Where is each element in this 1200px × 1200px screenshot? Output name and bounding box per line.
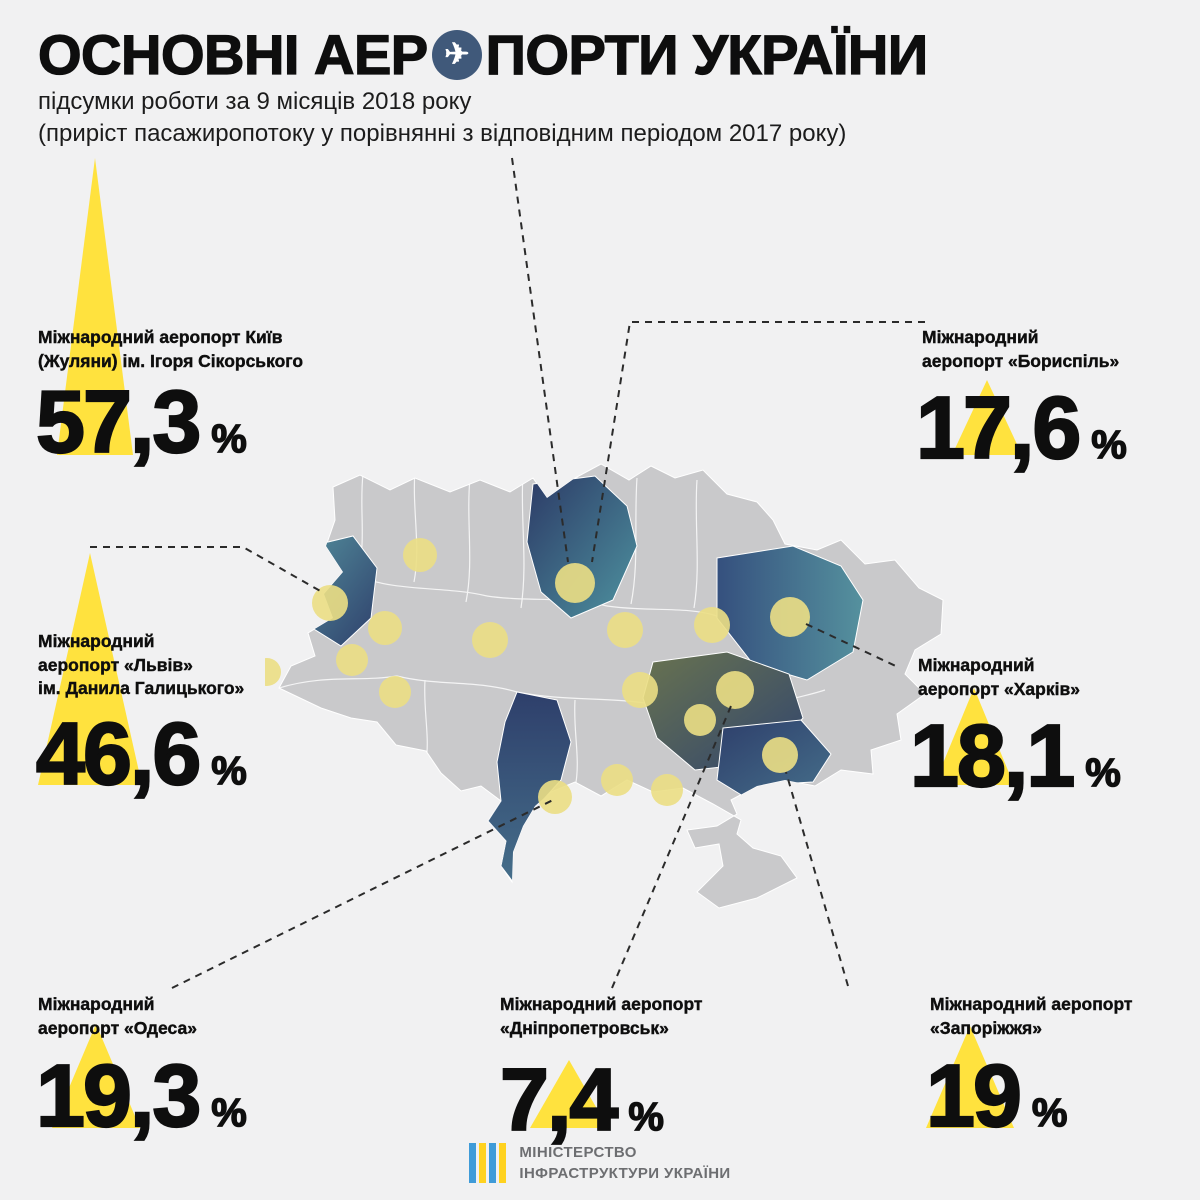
growth-value: 7,4 (499, 1050, 620, 1149)
percent-sign: % (1091, 422, 1128, 467)
airport-dot-lviv (312, 585, 348, 621)
airport-stat-boryspil: 17,6 % (915, 378, 1128, 477)
ministry-footer: МІНІСТЕРСТВО ІНФРАСТРУКТУРИ УКРАЇНИ (0, 1142, 1200, 1184)
percent-sign: % (211, 1090, 248, 1135)
airport-name-dnipropetrovsk: Міжнародний аеропорт «Дніпропетровськ» (500, 994, 703, 1038)
airport-stat-odesa: 19,3 % (35, 1046, 248, 1145)
city-dot (684, 704, 716, 736)
city-dot (601, 764, 633, 796)
airport-stat-kharkiv: 18,1 % (909, 706, 1122, 805)
city-dot (403, 538, 437, 572)
percent-sign: % (628, 1094, 665, 1139)
airport-stat-zaporizhzhia: 19 % (925, 1046, 1068, 1145)
airport-dot-dnipro (716, 671, 754, 709)
airport-stat-kyiv-zhuliany: 57,3 % (35, 372, 248, 471)
title-suffix: ПОРТИ УКРАЇНИ (485, 22, 929, 86)
subtitle-line-2: (приріст пасажиропотоку у порівнянні з в… (38, 119, 847, 147)
growth-value: 19 (925, 1046, 1023, 1145)
airplane-icon: ✈ (431, 29, 482, 80)
growth-value: 17,6 (915, 378, 1082, 477)
growth-value: 18,1 (909, 706, 1076, 805)
city-dot (694, 607, 730, 643)
growth-value: 19,3 (35, 1046, 202, 1145)
city-dot (379, 676, 411, 708)
airport-name-kyiv-zhuliany: Міжнародний аеропорт Київ (Жуляни) ім. І… (38, 327, 304, 371)
title-prefix: ОСНОВНІ АЕР (37, 22, 428, 86)
airport-name-odesa: Міжнародний аеропорт «Одеса» (38, 994, 197, 1038)
percent-sign: % (211, 416, 248, 461)
airport-dot-zaporizhzhia (762, 737, 798, 773)
percent-sign: % (1031, 1090, 1068, 1135)
percent-sign: % (211, 748, 248, 793)
city-dot (368, 611, 402, 645)
growth-value: 46,6 (35, 704, 202, 803)
airport-name-zaporizhzhia: Міжнародний аеропорт «Запоріжжя» (930, 994, 1133, 1038)
airport-stat-dnipropetrovsk: 7,4 % (499, 1050, 665, 1149)
city-dot (336, 644, 368, 676)
airport-name-lviv: Міжнародний аеропорт «Львів» ім. Данила … (38, 631, 245, 699)
airport-dot-kharkiv (770, 597, 810, 637)
city-dot (651, 774, 683, 806)
page-title: ОСНОВНІ АЕР ✈ ПОРТИ УКРАЇНИ (37, 22, 929, 87)
city-dot (607, 612, 643, 648)
subtitle: підсумки роботи за 9 місяців 2018 року (… (38, 86, 846, 149)
airport-name-boryspil: Міжнародний аеропорт «Бориспіль» (922, 327, 1120, 371)
airport-stat-lviv: 46,6 % (35, 704, 248, 803)
airport-dot-odesa (538, 780, 572, 814)
city-dot (472, 622, 508, 658)
percent-sign: % (1085, 750, 1122, 795)
ukraine-map (265, 463, 944, 909)
airport-name-kharkiv: Міжнародний аеропорт «Харків» (918, 655, 1080, 699)
ministry-name: МІНІСТЕРСТВО ІНФРАСТРУКТУРИ УКРАЇНИ (519, 1144, 731, 1182)
airport-dot-kyiv (555, 563, 595, 603)
growth-value: 57,3 (35, 372, 202, 471)
city-dot (622, 672, 658, 708)
city-dot (265, 658, 281, 686)
ministry-logo-icon (469, 1143, 507, 1183)
subtitle-line-1: підсумки роботи за 9 місяців 2018 року (38, 88, 472, 115)
